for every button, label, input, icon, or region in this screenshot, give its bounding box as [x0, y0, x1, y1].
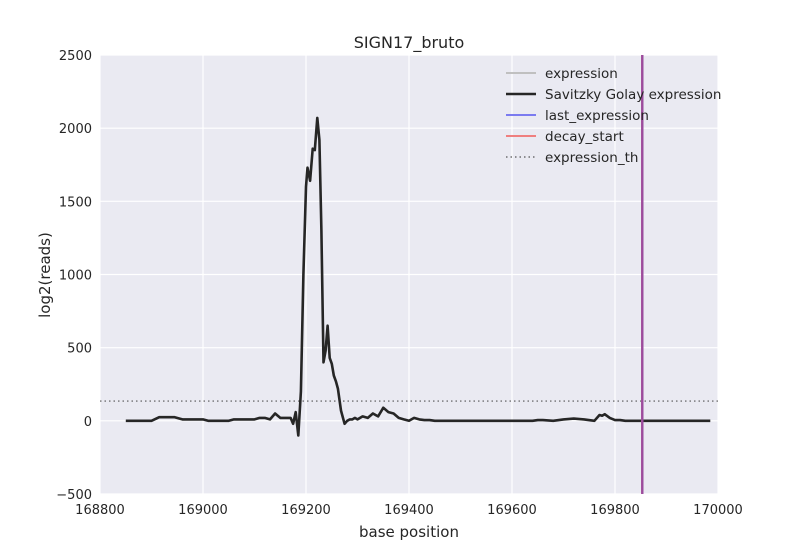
- legend-label: expression_th: [545, 150, 638, 166]
- x-tick-label: 169600: [487, 503, 537, 518]
- y-axis-label: log2(reads): [36, 232, 54, 318]
- x-tick-label: 169200: [281, 503, 331, 518]
- x-tick-label: 168800: [75, 503, 125, 518]
- x-tick-labels: 168800 169000 169200 169400 169600 169800 1700…: [75, 503, 743, 518]
- y-tick-label: 2000: [59, 122, 92, 137]
- x-axis-label: base position: [359, 523, 459, 541]
- x-tick-label: 169800: [590, 503, 640, 518]
- savitzky-golay-line: [125, 116, 711, 437]
- legend-label: expression: [545, 66, 618, 82]
- series-lines: [100, 55, 718, 494]
- y-tick-label: 0: [84, 415, 92, 430]
- legend-label: last_expression: [545, 108, 649, 124]
- x-tick-label: 169000: [178, 503, 228, 518]
- y-tick-label: 2500: [59, 49, 92, 64]
- legend-label: decay_start: [545, 129, 624, 145]
- grid-lines: [99, 54, 719, 495]
- legend-label: Savitzky Golay expression: [545, 87, 721, 103]
- x-tick-label: 169400: [384, 503, 434, 518]
- y-tick-label: 500: [67, 342, 92, 357]
- y-tick-label: −500: [56, 488, 92, 503]
- y-tick-label: 1500: [59, 195, 92, 210]
- legend: expression Savitzky Golay expression last_…: [506, 66, 721, 166]
- y-tick-labels: −500 0 500 1000 1500 2000 2500: [56, 49, 92, 503]
- x-tick-label: 170000: [693, 503, 743, 518]
- y-tick-label: 1000: [59, 269, 92, 284]
- chart-title: SIGN17_bruto: [354, 33, 465, 53]
